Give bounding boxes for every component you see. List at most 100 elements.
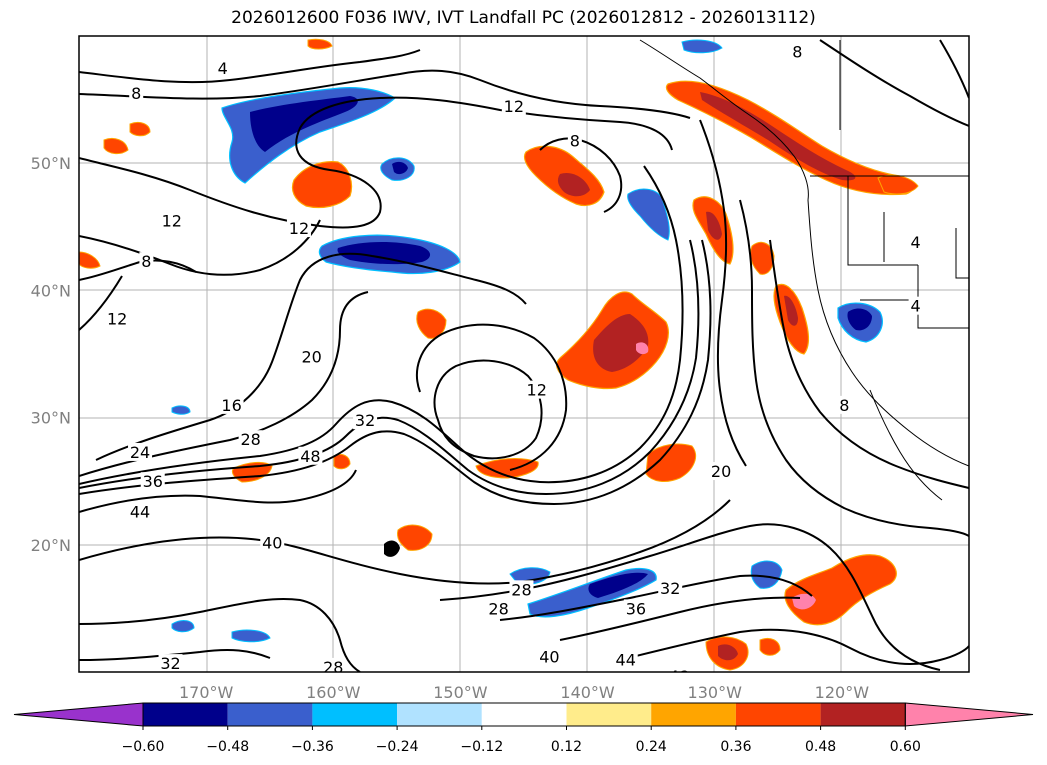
anomaly-region-neg-north-core [392, 161, 408, 175]
colorbar-tick-label: −0.36 [291, 739, 334, 755]
anomaly-region-neg-california-core [847, 308, 872, 331]
anomaly-region-neg-mid-pacific [627, 188, 670, 241]
colorbar-frame [142, 702, 906, 727]
contour-label: 8 [570, 131, 580, 150]
contour-label-bg [667, 666, 692, 672]
colorbar-extend-high [904, 702, 1034, 727]
anomaly-region-pos-gulf-small [877, 174, 919, 195]
contour-label: 12 [107, 309, 127, 328]
contour-line [819, 39, 969, 127]
iwv-contours [79, 39, 969, 672]
colorbar-ticks: −0.60 −0.48 −0.36 −0.24 −0.12 0.12 0.24 0.36 0.4… [122, 726, 921, 755]
colorbar-tick-label: −0.24 [376, 739, 419, 755]
coastline-baja [869, 389, 943, 501]
contour-label: 8 [141, 252, 151, 271]
colorbar-segment [481, 703, 567, 726]
contour-label-bg [260, 533, 285, 552]
coastlines [639, 39, 969, 501]
anomaly-region-neg-sw-3 [171, 405, 191, 415]
anomaly-region-pos-se-large [784, 554, 897, 626]
anomaly-region-pos-west-edge [79, 251, 101, 269]
anomaly-region-neg-sw-1 [231, 629, 271, 643]
colorbar-tick-label: −0.60 [122, 739, 165, 755]
contour-label-bg [158, 654, 183, 672]
contour-label: 28 [323, 658, 343, 677]
map-title: 2026012600 F036 IWV, IVT Landfall PC (20… [231, 8, 816, 28]
anomaly-region-pos-north-blob-core [557, 172, 590, 197]
contour-label: 32 [660, 579, 680, 598]
contour-label-bg [908, 233, 923, 252]
anomaly-region-pos-subtropics-peak [636, 342, 649, 355]
contour-label-bg [486, 599, 511, 618]
colorbar-segment [312, 703, 398, 726]
contour-line [939, 39, 969, 99]
contour-label: 8 [792, 42, 802, 61]
contour-label-bg [883, 676, 907, 694]
contour-line [79, 239, 700, 496]
contour-label: 28 [488, 599, 508, 618]
contour-line [559, 596, 801, 641]
contour-line [539, 137, 623, 213]
contour-line [79, 275, 123, 331]
lon-tick-label: 170°W [179, 683, 234, 702]
lat-tick-label: 50°N [31, 154, 71, 173]
colorbar-segment [227, 703, 313, 726]
contour-label: 48 [669, 667, 689, 686]
contour-line [79, 96, 673, 229]
contour-line [79, 165, 684, 485]
contour-line [619, 628, 969, 665]
contour-label-bg [658, 579, 683, 598]
contour-label: 12 [162, 211, 182, 230]
anomaly-region-neg-sw-2 [171, 620, 195, 633]
contour-label: 4 [911, 233, 921, 252]
contour-label-bg [623, 599, 648, 618]
contour-line [79, 69, 691, 119]
lon-tick-label: 120°W [815, 683, 870, 702]
contour-label-bg [501, 96, 526, 115]
contour-label: 12 [504, 97, 524, 116]
anomaly-region-pos-se-small [759, 637, 781, 656]
contour-line [79, 597, 361, 672]
contour-label-bg [139, 252, 154, 271]
contour-line [769, 239, 969, 489]
contour-label-bg [321, 657, 346, 672]
anomaly-region-neg-nw-coast [681, 39, 723, 54]
anomaly-region-neg-central-core [337, 242, 431, 265]
contour-label-bg [219, 395, 244, 414]
contour-label: 44 [130, 503, 150, 522]
contour-line [79, 469, 357, 513]
colorbar-segment [735, 703, 821, 726]
contour-label: 16 [221, 396, 241, 415]
contour-label: 32 [160, 654, 180, 673]
contour-label: 44 [616, 650, 636, 669]
longitude-ticks: 170°W 160°W 150°W 140°W 130°W 120°W [179, 683, 869, 702]
coastline-alaska [639, 39, 809, 201]
contour-line [699, 119, 747, 467]
contour-label-bg [238, 430, 263, 449]
colorbar-tick-label: −0.12 [460, 739, 503, 755]
contour-label-bg [878, 669, 903, 672]
contour-line [79, 49, 421, 84]
contour-label-bg [105, 309, 130, 328]
lon-tick-label: 140°W [560, 683, 615, 702]
anomaly-region-pos-hawaii [397, 524, 433, 551]
contour-label: 28 [240, 430, 260, 449]
anomaly-region-pos-coast-strip-core [706, 211, 722, 240]
contour-label: 32 [355, 411, 375, 430]
colorbar-tick-label: 0.60 [890, 739, 921, 755]
contour-label-bg [140, 472, 165, 491]
lon-tick-label: 130°W [688, 683, 743, 702]
contour-line [739, 199, 969, 537]
anomaly-region-pos-bc-coast-core [700, 92, 856, 181]
anomaly-region-pos-tropic-strip [475, 458, 539, 479]
anomaly-region-pos-mid [645, 443, 696, 482]
map-frame [78, 35, 970, 673]
lon-tick-label: 150°W [433, 683, 488, 702]
contour-label-bg [128, 502, 153, 521]
colorbar-tick-label: 0.12 [551, 739, 582, 755]
contour-label-bg [215, 58, 230, 77]
contour-label: 28 [511, 580, 531, 599]
lat-tick-label: 40°N [31, 281, 71, 300]
